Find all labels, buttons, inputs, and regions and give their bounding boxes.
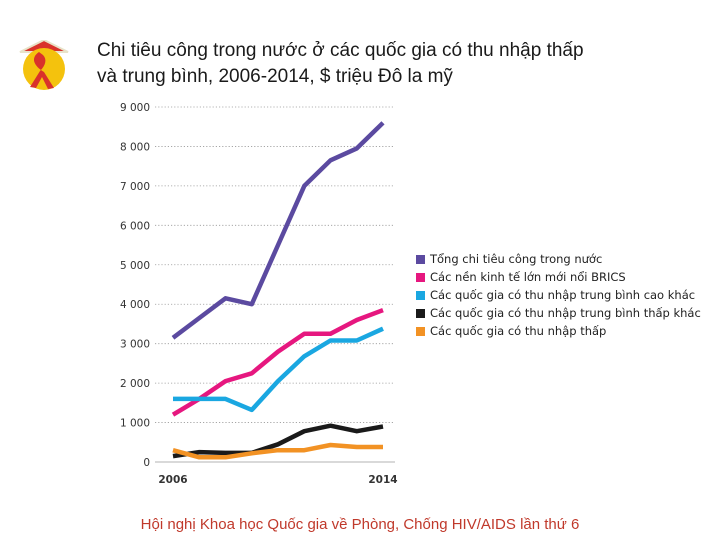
legend-label: Tổng chi tiêu công trong nước [430,252,603,266]
legend-item: Các quốc gia có thu nhập thấp [416,322,701,340]
legend-swatch [416,308,425,318]
y-tick-label: 6 000 [120,220,150,232]
y-tick-label: 2 000 [120,378,150,390]
chart-title-line1: Chi tiêu công trong nước ở các quốc gia … [97,40,584,61]
y-tick-label: 0 [143,457,150,469]
series-line [171,121,385,340]
y-tick-label: 5 000 [120,260,150,272]
chart-legend: Tổng chi tiêu công trong nước Các nền kin… [416,250,701,340]
red-ribbon-logo [16,38,72,92]
series-line [173,326,384,413]
series-line [172,423,384,459]
legend-label: Các quốc gia có thu nhập thấp [430,324,607,338]
footer-text: Hội nghị Khoa học Quốc gia về Phòng, Chố… [140,516,580,533]
y-tick-label: 3 000 [120,339,150,351]
legend-swatch [416,254,425,264]
y-tick-label: 4 000 [120,299,150,311]
legend-label: Các quốc gia có thu nhập trung bình thấp… [430,306,701,320]
series-line [171,307,384,417]
legend-label: Các nền kinh tế lớn mới nổi BRICS [430,270,626,284]
legend-swatch [416,272,425,282]
chart-title: Chi tiêu công trong nước ở các quốc gia … [97,38,697,90]
y-tick-label: 7 000 [120,181,150,193]
legend-label: Các quốc gia có thu nhập trung bình cao … [430,288,696,302]
x-tick-label: 2014 [368,474,397,486]
y-tick-label: 1 000 [120,418,150,430]
y-tick-label: 9 000 [120,102,150,114]
legend-swatch [416,326,425,336]
y-tick-label: 8 000 [120,141,150,153]
legend-swatch [416,290,425,300]
series-line [172,442,383,460]
red-ribbon-icon [19,38,69,90]
legend-item: Các quốc gia có thu nhập trung bình cao … [416,286,701,304]
chart-title-line2: và trung bình, 2006-2014, $ triệu Đô la … [97,66,453,87]
legend-item: Các nền kinh tế lớn mới nổi BRICS [416,268,701,286]
legend-item: Các quốc gia có thu nhập trung bình thấp… [416,304,701,322]
legend-item: Tổng chi tiêu công trong nước [416,250,701,268]
x-tick-label: 2006 [158,474,187,486]
